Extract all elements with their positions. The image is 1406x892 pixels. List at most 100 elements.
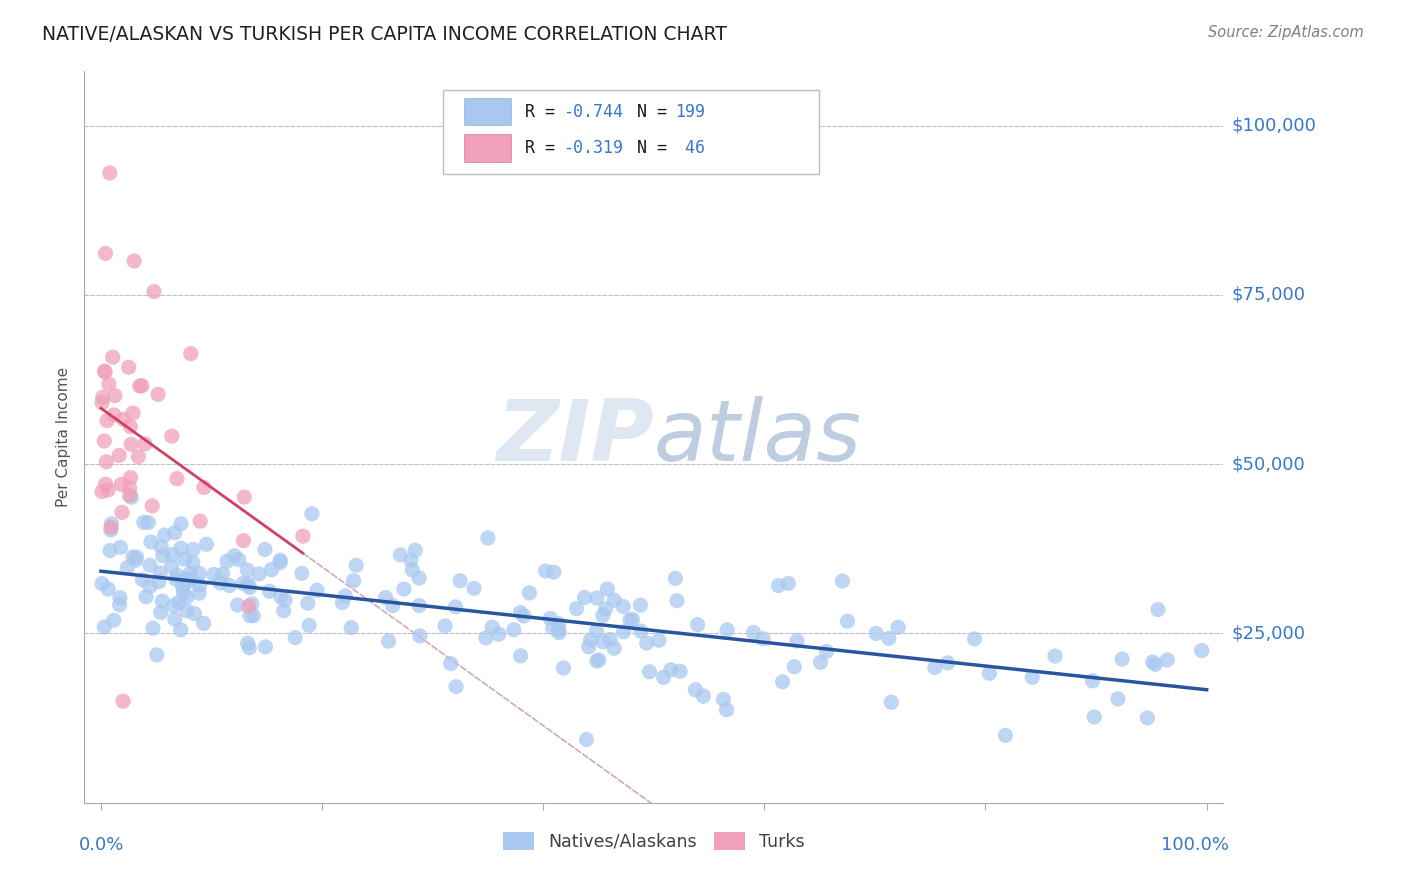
Point: [269, 556, 291, 570]
Point: [139, 558, 162, 573]
Point: [298, 618, 321, 632]
Point: [284, 631, 307, 645]
Point: [127, 450, 149, 464]
Point: [254, 640, 277, 654]
Point: [592, 608, 614, 623]
Point: [141, 499, 163, 513]
Point: [163, 612, 186, 626]
Point: [148, 574, 170, 589]
Point: [595, 602, 617, 616]
Point: [176, 590, 198, 604]
Point: [98, 166, 121, 180]
Text: NATIVE/ALASKAN VS TURKISH PER CAPITA INCOME CORRELATION CHART: NATIVE/ALASKAN VS TURKISH PER CAPITA INC…: [42, 25, 727, 44]
Point: [404, 543, 426, 558]
Point: [343, 574, 366, 588]
Point: [236, 576, 259, 591]
Point: [381, 599, 404, 613]
Point: [240, 597, 263, 611]
Point: [547, 616, 569, 631]
Point: [547, 623, 569, 637]
Point: [173, 552, 195, 566]
Point: [865, 626, 887, 640]
Point: [463, 582, 485, 596]
Point: [247, 566, 270, 581]
Point: [160, 548, 183, 562]
Point: [810, 655, 832, 669]
Point: [120, 490, 142, 504]
Point: [180, 347, 202, 361]
Point: [936, 656, 959, 670]
Point: [218, 578, 240, 592]
Point: [91, 484, 114, 499]
Point: [150, 540, 173, 554]
Point: [117, 560, 139, 574]
Point: [183, 607, 205, 621]
Point: [599, 632, 621, 647]
Point: [138, 516, 160, 530]
Point: [1043, 649, 1066, 664]
Text: N =: N =: [637, 103, 676, 120]
Point: [543, 565, 565, 579]
Point: [103, 613, 125, 627]
Point: [502, 623, 524, 637]
Point: [118, 360, 141, 375]
Point: [118, 481, 141, 495]
Point: [260, 563, 283, 577]
Point: [1144, 657, 1167, 672]
Point: [786, 634, 808, 648]
Point: [534, 564, 557, 578]
Point: [509, 648, 531, 663]
Point: [96, 414, 118, 428]
Point: [108, 598, 131, 612]
Point: [887, 620, 910, 634]
Point: [91, 576, 114, 591]
Point: [664, 571, 686, 585]
Point: [517, 586, 540, 600]
Point: [274, 593, 297, 607]
Point: [401, 563, 423, 577]
Point: [565, 601, 588, 615]
Point: [408, 571, 430, 585]
Point: [172, 580, 194, 594]
Point: [170, 516, 193, 531]
Point: [120, 419, 142, 434]
Point: [233, 490, 256, 504]
Point: [120, 470, 142, 484]
Point: [202, 567, 225, 582]
Point: [111, 505, 134, 519]
Text: 0.0%: 0.0%: [79, 836, 124, 854]
Point: [100, 523, 122, 537]
Point: [181, 542, 204, 557]
FancyBboxPatch shape: [464, 98, 512, 126]
Point: [152, 549, 174, 563]
Point: [135, 590, 157, 604]
Point: [110, 477, 132, 491]
Point: [509, 606, 531, 620]
Point: [613, 624, 636, 639]
Point: [160, 559, 183, 574]
Point: [332, 595, 354, 609]
Point: [612, 599, 634, 614]
Point: [238, 640, 260, 655]
Point: [94, 365, 117, 379]
Point: [93, 434, 115, 448]
Point: [588, 653, 610, 667]
Point: [574, 591, 596, 605]
Point: [124, 553, 146, 567]
Text: $50,000: $50,000: [1232, 455, 1305, 473]
Point: [924, 660, 946, 674]
Point: [685, 682, 707, 697]
Point: [344, 558, 367, 573]
Point: [619, 613, 641, 627]
Text: $25,000: $25,000: [1232, 624, 1306, 642]
Point: [713, 692, 735, 706]
Point: [1136, 711, 1159, 725]
Point: [110, 541, 132, 555]
Point: [166, 568, 188, 582]
Point: [628, 598, 651, 612]
Point: [253, 542, 276, 557]
Point: [768, 578, 790, 592]
Point: [94, 477, 117, 491]
Point: [125, 550, 148, 565]
Point: [193, 616, 215, 631]
